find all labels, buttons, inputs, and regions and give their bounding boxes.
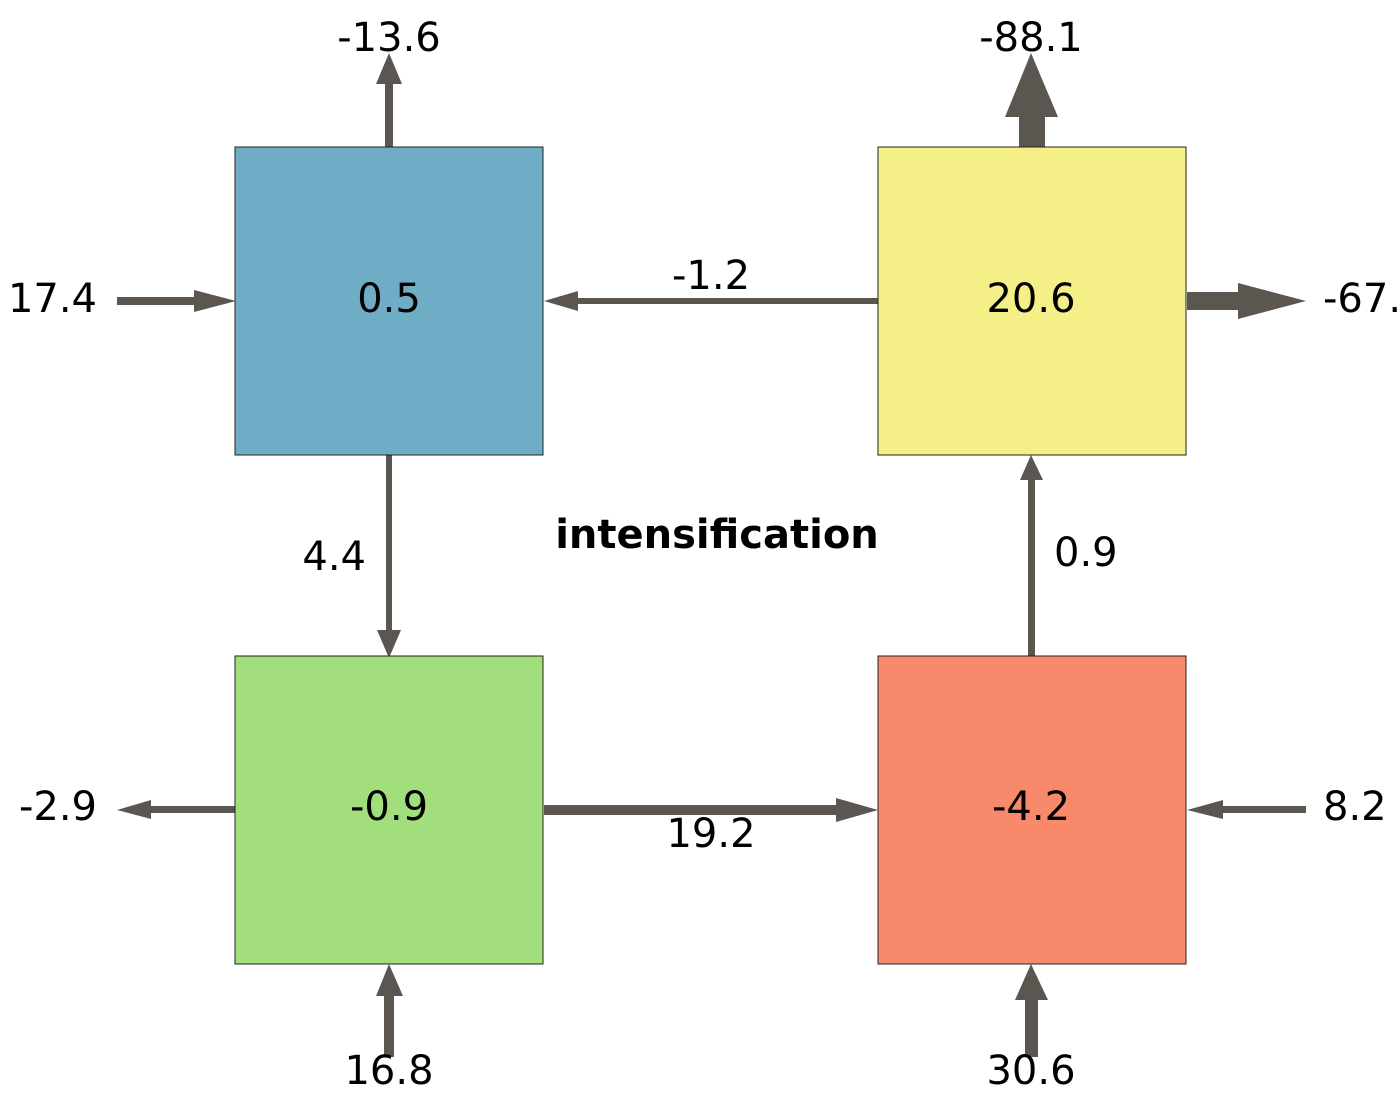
arrow-bottom-left-out-left bbox=[117, 800, 236, 819]
box-top-left-value: 0.5 bbox=[357, 276, 421, 322]
arrow-top-right-up bbox=[1005, 53, 1058, 147]
arrow-top-left-to-bottom-left bbox=[377, 455, 401, 658]
arrow-bottom-in-bottom-left bbox=[376, 964, 403, 1057]
label-left-in-top-left: 17.4 bbox=[8, 276, 97, 322]
label-right-in-bottom-right: 8.2 bbox=[1323, 784, 1387, 830]
arrows bbox=[117, 53, 1306, 1057]
box-top-right bbox=[877, 146, 1187, 456]
diagram-title: intensification bbox=[555, 512, 879, 558]
box-bottom-left-value: -0.9 bbox=[350, 784, 428, 830]
label-bottom-left-to-bottom-right: 19.2 bbox=[666, 811, 755, 857]
arrow-top-right-to-top-left bbox=[544, 291, 878, 311]
arrow-top-right-out-right bbox=[1187, 283, 1306, 319]
label-top-right-out-right: -67. bbox=[1323, 276, 1400, 322]
arrow-bottom-left-to-bottom-right bbox=[544, 798, 878, 822]
label-top-right-up: -88.1 bbox=[979, 15, 1083, 61]
label-bottom-in-bottom-left: 16.8 bbox=[344, 1048, 433, 1094]
arrow-bottom-in-bottom-right bbox=[1015, 964, 1048, 1057]
label-bottom-right-to-top-right: 0.9 bbox=[1054, 530, 1118, 576]
label-top-right-to-top-left: -1.2 bbox=[672, 253, 750, 299]
box-top-left bbox=[234, 146, 544, 456]
arrow-top-left-up bbox=[376, 53, 402, 147]
label-bottom-in-bottom-right: 30.6 bbox=[986, 1048, 1075, 1094]
label-bottom-left-out-left: -2.9 bbox=[19, 784, 97, 830]
box-bottom-right-value: -4.2 bbox=[992, 784, 1070, 830]
arrow-bottom-right-to-top-right bbox=[1020, 455, 1043, 657]
arrow-left-in-top-left bbox=[117, 290, 236, 312]
box-bottom-right bbox=[877, 655, 1187, 965]
label-top-left-to-bottom-left: 4.4 bbox=[302, 534, 366, 580]
box-top-right-value: 20.6 bbox=[986, 276, 1075, 322]
box-bottom-left bbox=[234, 655, 544, 965]
arrow-right-in-bottom-right bbox=[1187, 800, 1306, 819]
label-top-left-up: -13.6 bbox=[337, 15, 441, 61]
